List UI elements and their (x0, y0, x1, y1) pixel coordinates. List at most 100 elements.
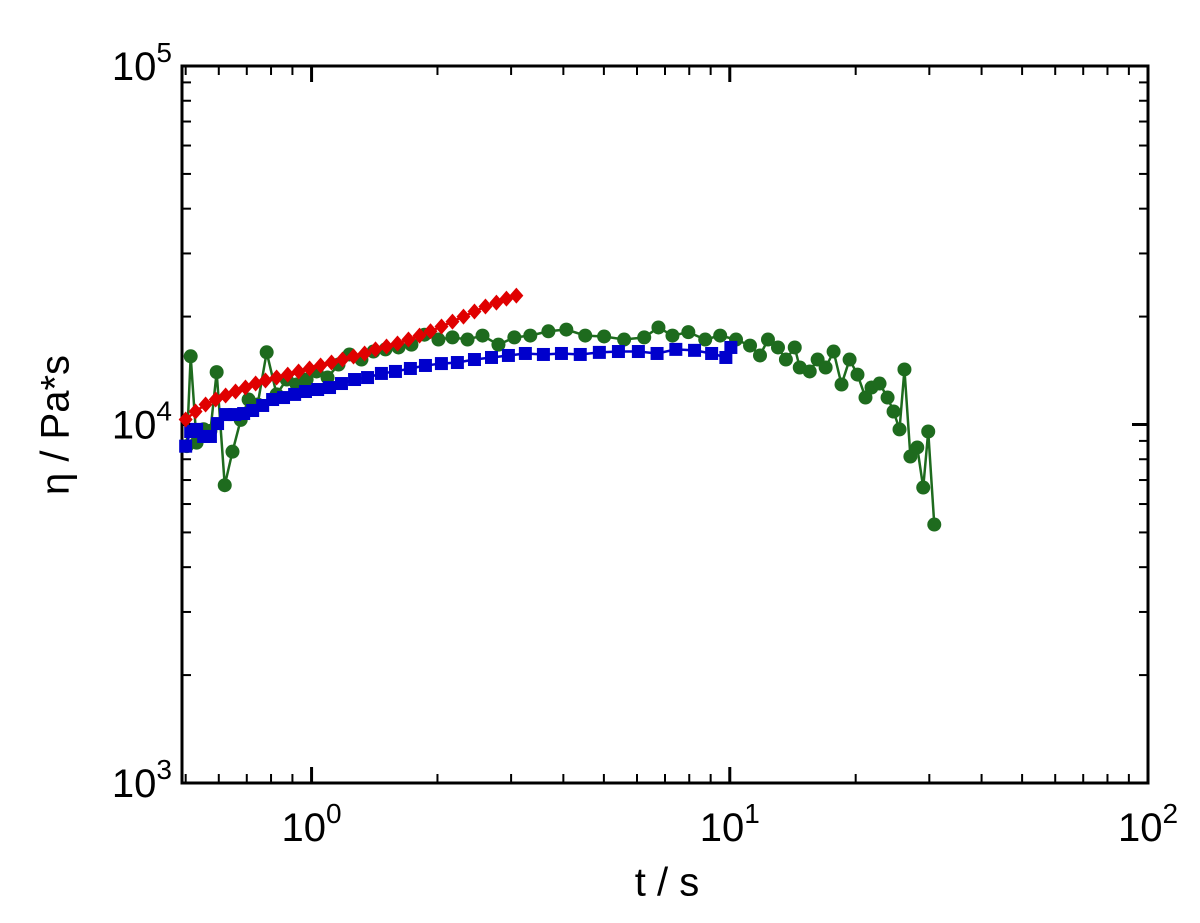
data-point (298, 385, 312, 399)
data-point (467, 353, 481, 367)
data-point (478, 298, 493, 315)
data-point (198, 396, 213, 413)
data-point (379, 338, 394, 355)
data-point (357, 345, 372, 362)
data-point (484, 350, 498, 364)
data-point (203, 429, 217, 443)
data-point (431, 332, 446, 347)
data-point (559, 322, 574, 337)
data-point (299, 372, 314, 387)
data-point (818, 360, 833, 375)
data-point (872, 376, 887, 391)
data-point (445, 313, 460, 330)
data-point (280, 366, 295, 383)
data-point (631, 345, 645, 359)
data-point (346, 348, 361, 365)
data-point (842, 352, 857, 367)
data-point (269, 369, 284, 386)
data-point (445, 330, 460, 345)
data-point (412, 327, 427, 344)
data-point (592, 345, 606, 359)
data-point (578, 328, 593, 343)
data-point (665, 328, 680, 343)
data-point (770, 340, 785, 355)
x-tick-label: 102 (1118, 798, 1178, 850)
data-point (388, 364, 402, 378)
data-point (651, 320, 666, 335)
data-point (266, 393, 280, 407)
data-point (778, 352, 793, 367)
data-point (834, 377, 849, 392)
data-point (892, 422, 907, 437)
data-point (826, 344, 841, 359)
data-point (573, 347, 587, 361)
x-axis-label: t / s (635, 861, 699, 905)
data-point (536, 347, 550, 361)
data-point (491, 337, 506, 352)
data-point (688, 343, 702, 357)
data-point (509, 287, 524, 304)
data-point (188, 403, 203, 420)
data-point (403, 361, 417, 375)
data-point (291, 363, 306, 380)
data-point (724, 340, 738, 354)
data-point (705, 346, 719, 360)
data-point (450, 356, 464, 370)
data-point (246, 404, 260, 418)
data-point (313, 357, 328, 374)
data-point (802, 364, 817, 379)
data-point (880, 390, 895, 405)
data-point (910, 440, 925, 455)
data-point (681, 325, 696, 340)
data-point (335, 351, 350, 368)
data-point (787, 340, 802, 355)
data-point (324, 354, 339, 371)
data-point (921, 424, 936, 439)
data-point (713, 328, 728, 343)
data-point (916, 480, 931, 495)
data-point (323, 381, 337, 395)
data-point (277, 391, 291, 405)
data-point (256, 398, 270, 412)
data-point (541, 324, 556, 339)
data-point (752, 348, 767, 363)
data-point (467, 303, 482, 320)
data-point (650, 346, 664, 360)
data-point (669, 342, 683, 356)
y-tick-label: 105 (112, 37, 172, 89)
data-point (178, 411, 193, 428)
data-point (617, 332, 632, 347)
data-point (225, 444, 240, 459)
data-point (258, 372, 273, 389)
data-point (418, 358, 432, 372)
data-point (209, 365, 224, 380)
data-point (501, 348, 515, 362)
data-point (183, 349, 198, 364)
data-point (475, 328, 490, 343)
x-tick-label: 101 (700, 798, 760, 850)
data-point (302, 360, 317, 377)
data-point (248, 375, 263, 392)
data-point (259, 345, 274, 360)
data-point (368, 341, 383, 358)
data-point (401, 331, 416, 348)
data-point (507, 330, 522, 345)
plot-frame (180, 64, 1150, 785)
data-point (288, 387, 302, 401)
data-point (348, 373, 362, 387)
x-tick-label: 100 (282, 798, 342, 850)
data-point (637, 330, 652, 345)
data-point (850, 367, 865, 382)
data-point (554, 346, 568, 360)
data-point (597, 329, 612, 344)
data-point (460, 332, 475, 347)
data-point (179, 439, 193, 453)
y-tick-label: 104 (112, 396, 172, 448)
y-tick-label: 103 (112, 754, 172, 806)
data-point (499, 290, 514, 307)
data-point (743, 338, 758, 353)
data-point (434, 357, 448, 371)
data-point (217, 478, 232, 493)
y-axis-label: η / Pa*s (34, 355, 78, 495)
